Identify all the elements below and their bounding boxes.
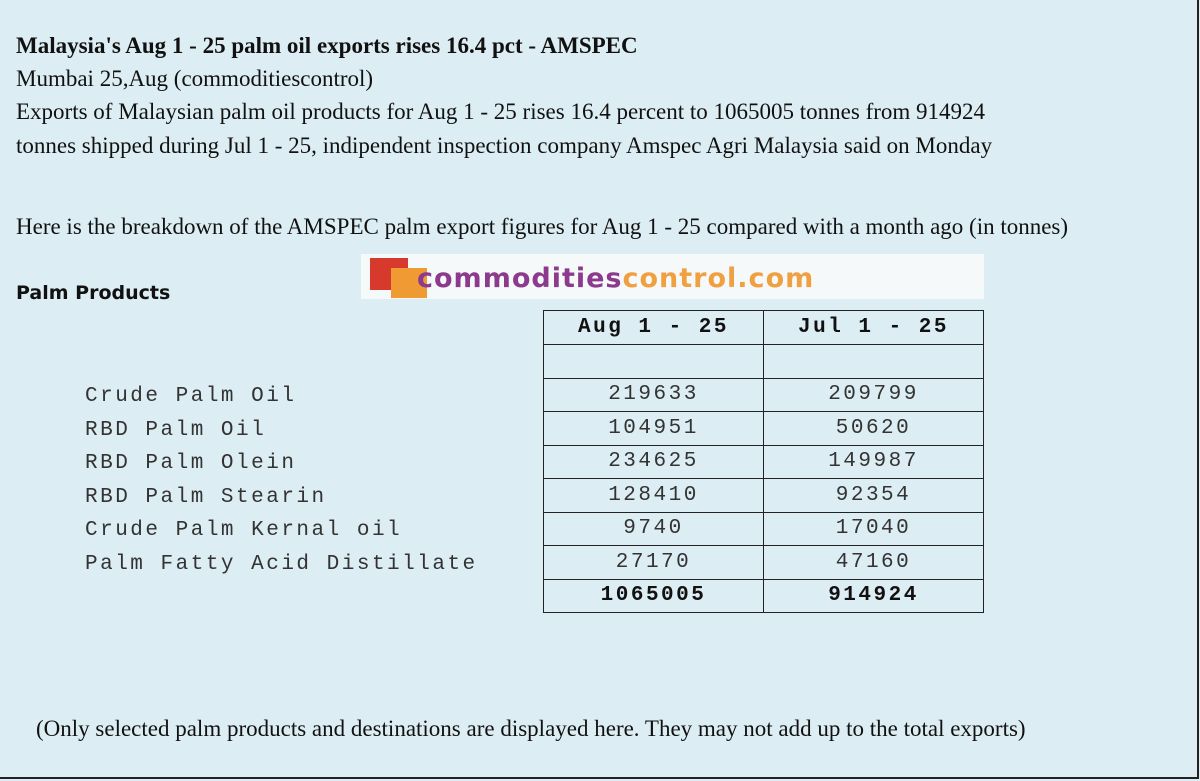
aug-value: 104951 <box>543 411 764 446</box>
product-label: RBD Palm Stearin <box>85 485 327 509</box>
aug-value: 234625 <box>543 444 764 479</box>
blank-cell <box>543 344 764 379</box>
body-line-1: Exports of Malaysian palm oil products f… <box>16 99 986 124</box>
jul-value: 47160 <box>763 545 984 580</box>
header-aug: Aug 1 - 25 <box>543 310 764 345</box>
blank-cell <box>763 344 984 379</box>
table-blank-row <box>543 344 984 379</box>
header-jul: Jul 1 - 25 <box>763 310 984 345</box>
logo-orange-block <box>391 268 427 298</box>
dateline: Mumbai 25,Aug (commoditiescontrol) <box>16 66 374 91</box>
jul-value: 17040 <box>763 511 984 546</box>
table-row: 9740 17040 <box>543 511 984 546</box>
jul-value: 92354 <box>763 478 984 513</box>
aug-total: 1065005 <box>543 578 764 613</box>
aug-value: 27170 <box>543 545 764 580</box>
breakdown-intro: Here is the breakdown of the AMSPEC palm… <box>16 214 1069 239</box>
exports-table: Aug 1 - 25 Jul 1 - 25 219633 209799 10495… <box>543 310 984 613</box>
aug-value: 9740 <box>543 511 764 546</box>
table-row: 219633 209799 <box>543 377 984 412</box>
product-label: RBD Palm Olein <box>85 452 297 475</box>
logo-text-part2: control.com <box>622 263 815 294</box>
jul-value: 209799 <box>763 377 984 412</box>
jul-value: 149987 <box>763 444 984 479</box>
footnote: (Only selected palm products and destina… <box>36 716 1026 741</box>
product-label: Crude Palm Kernal oil <box>85 519 403 542</box>
product-label: Crude Palm Oil <box>85 385 297 408</box>
aug-value: 128410 <box>543 478 764 513</box>
aug-value: 219633 <box>543 377 764 412</box>
product-labels: Crude Palm Oil RBD Palm Oil RBD Palm Ole… <box>85 380 478 581</box>
commoditiescontrol-logo: commoditiescontrol.com <box>361 254 984 299</box>
table-total-row: 1065005 914924 <box>543 578 984 613</box>
table-row: 234625 149987 <box>543 444 984 479</box>
table-row: 104951 50620 <box>543 411 984 446</box>
jul-total: 914924 <box>763 578 984 613</box>
table-header-row: Aug 1 - 25 Jul 1 - 25 <box>543 310 984 345</box>
table-row: 27170 47160 <box>543 545 984 580</box>
body-line-2: tonnes shipped during Jul 1 - 25, indipe… <box>16 133 993 158</box>
logo-text-part1: commodities <box>417 263 623 294</box>
table-row: 128410 92354 <box>543 478 984 513</box>
jul-value: 50620 <box>763 411 984 446</box>
product-label: RBD Palm Oil <box>85 418 267 442</box>
product-label: Palm Fatty Acid Distillate <box>85 552 478 576</box>
headline: Malaysia's Aug 1 - 25 palm oil exports r… <box>16 33 638 58</box>
section-title: Palm Products <box>16 282 171 304</box>
